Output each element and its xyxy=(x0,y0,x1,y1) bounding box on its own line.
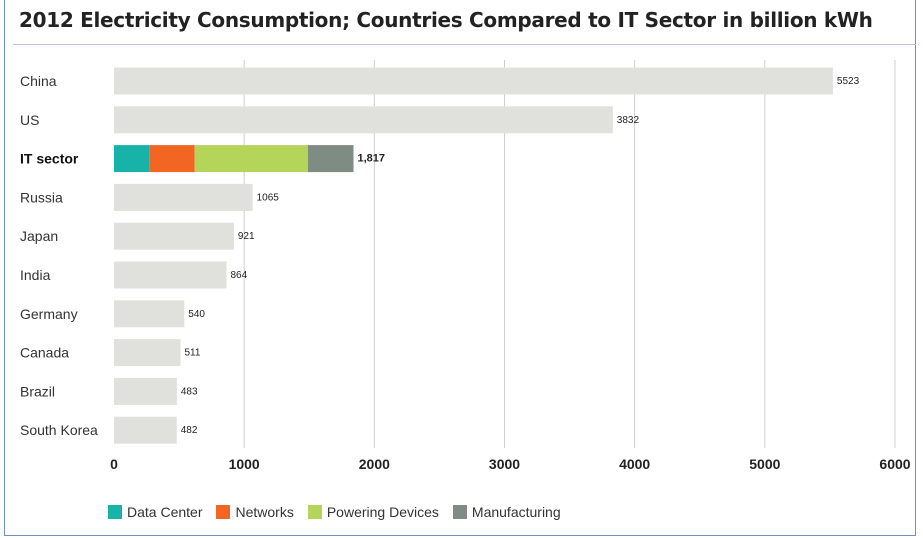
legend: Data Center Networks Powering Devices Manuf… xyxy=(108,504,575,520)
category-label-it-sector: IT sector xyxy=(20,151,79,167)
value-label-india: 864 xyxy=(230,270,247,281)
category-label-japan: Japan xyxy=(20,228,58,244)
legend-swatch xyxy=(307,505,322,519)
x-tick-label: 2000 xyxy=(359,456,390,472)
category-label-canada: Canada xyxy=(20,345,69,361)
legend-item-manufacturing: Manufacturing xyxy=(452,504,561,520)
bar-segment-manufacturing xyxy=(307,145,354,173)
chart-frame xyxy=(4,0,916,536)
x-axis-ticks: 0 1000 2000 3000 4000 5000 6000 xyxy=(110,456,911,472)
category-label-south-korea: South Korea xyxy=(20,422,98,438)
value-label-germany: 540 xyxy=(188,309,205,320)
legend-item-data-center: Data Center xyxy=(108,504,202,520)
bar-segment-powering-devices xyxy=(194,145,308,173)
x-tick-label: 6000 xyxy=(879,456,910,472)
category-label-china: China xyxy=(20,73,57,89)
chart-title: 2012 Electricity Consumption; Countries … xyxy=(19,8,873,32)
value-label-russia: 1065 xyxy=(257,192,280,203)
x-tick-label: 0 xyxy=(110,456,118,472)
x-tick-label: 1000 xyxy=(229,456,260,472)
legend-swatch xyxy=(108,505,122,519)
legend-item-powering-devices: Powering Devices xyxy=(307,504,439,520)
category-label-russia: Russia xyxy=(20,189,63,205)
title-divider xyxy=(13,44,916,45)
value-label-us: 3832 xyxy=(617,115,640,126)
legend-label: Networks xyxy=(235,504,294,520)
x-tick-label: 4000 xyxy=(619,456,650,472)
bar-brazil xyxy=(114,377,177,405)
category-label-india: India xyxy=(20,267,51,283)
value-label-south-korea: 482 xyxy=(181,425,198,436)
legend-swatch xyxy=(216,505,231,519)
bar-us xyxy=(114,106,613,134)
value-labels: 5523 3832 1,817 1065 921 864 540 511 483 482 xyxy=(181,76,860,436)
value-label-japan: 921 xyxy=(238,231,255,242)
bars xyxy=(114,67,833,444)
bar-south-korea xyxy=(114,416,177,444)
bar-russia xyxy=(114,183,253,211)
bar-china xyxy=(114,67,833,95)
value-label-canada: 511 xyxy=(185,348,201,359)
bar-canada xyxy=(114,339,181,367)
bar-india xyxy=(114,261,227,289)
bar-segment-networks xyxy=(149,145,195,173)
x-tick-label: 3000 xyxy=(489,456,520,472)
bar-chart: China US IT sector Russia Japan India Germany C… xyxy=(20,60,911,472)
value-label-brazil: 483 xyxy=(181,386,198,397)
x-tick-label: 5000 xyxy=(749,456,780,472)
legend-swatch xyxy=(452,505,467,519)
legend-label: Powering Devices xyxy=(326,504,439,520)
value-label-china: 5523 xyxy=(837,76,860,87)
bar-germany xyxy=(114,300,185,328)
legend-label: Manufacturing xyxy=(471,504,561,520)
bar-japan xyxy=(114,222,234,250)
value-label-it-sector: 1,817 xyxy=(358,153,386,165)
legend-item-networks: Networks xyxy=(216,504,294,520)
category-label-us: US xyxy=(20,112,39,128)
category-label-germany: Germany xyxy=(20,306,78,322)
bar-segment-data-center xyxy=(114,145,150,173)
legend-label: Data Center xyxy=(127,504,203,520)
category-label-brazil: Brazil xyxy=(20,383,55,399)
category-labels: China US IT sector Russia Japan India Germany C… xyxy=(20,73,98,438)
